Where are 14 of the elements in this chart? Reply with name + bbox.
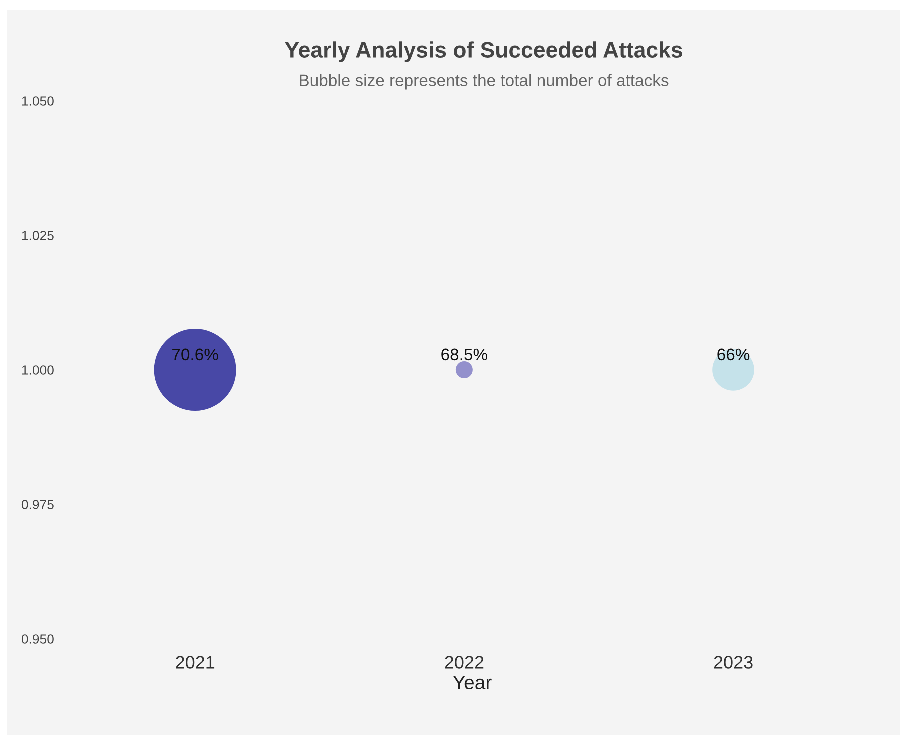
x-axis-title: Year bbox=[453, 676, 492, 690]
chart-title: Yearly Analysis of Succeeded Attacks bbox=[285, 42, 682, 62]
chart-subtitle: Bubble size represents the total number of attacks bbox=[300, 74, 669, 90]
x-tick-label: 2021 bbox=[176, 656, 215, 669]
y-tick-label: 1.050 bbox=[22, 96, 54, 106]
x-tick-label: 2023 bbox=[714, 656, 753, 669]
annotation: 68.5% bbox=[442, 348, 488, 361]
y-tick-label: 0.975 bbox=[22, 500, 54, 510]
annotation: 66% bbox=[718, 348, 750, 361]
x-tick-label: 2022 bbox=[445, 656, 484, 669]
annotation: 70.6% bbox=[172, 348, 218, 361]
y-tick-label: 0.950 bbox=[22, 634, 54, 644]
y-tick-label: 1.000 bbox=[22, 366, 54, 375]
y-tick-label: 1.025 bbox=[22, 231, 54, 240]
